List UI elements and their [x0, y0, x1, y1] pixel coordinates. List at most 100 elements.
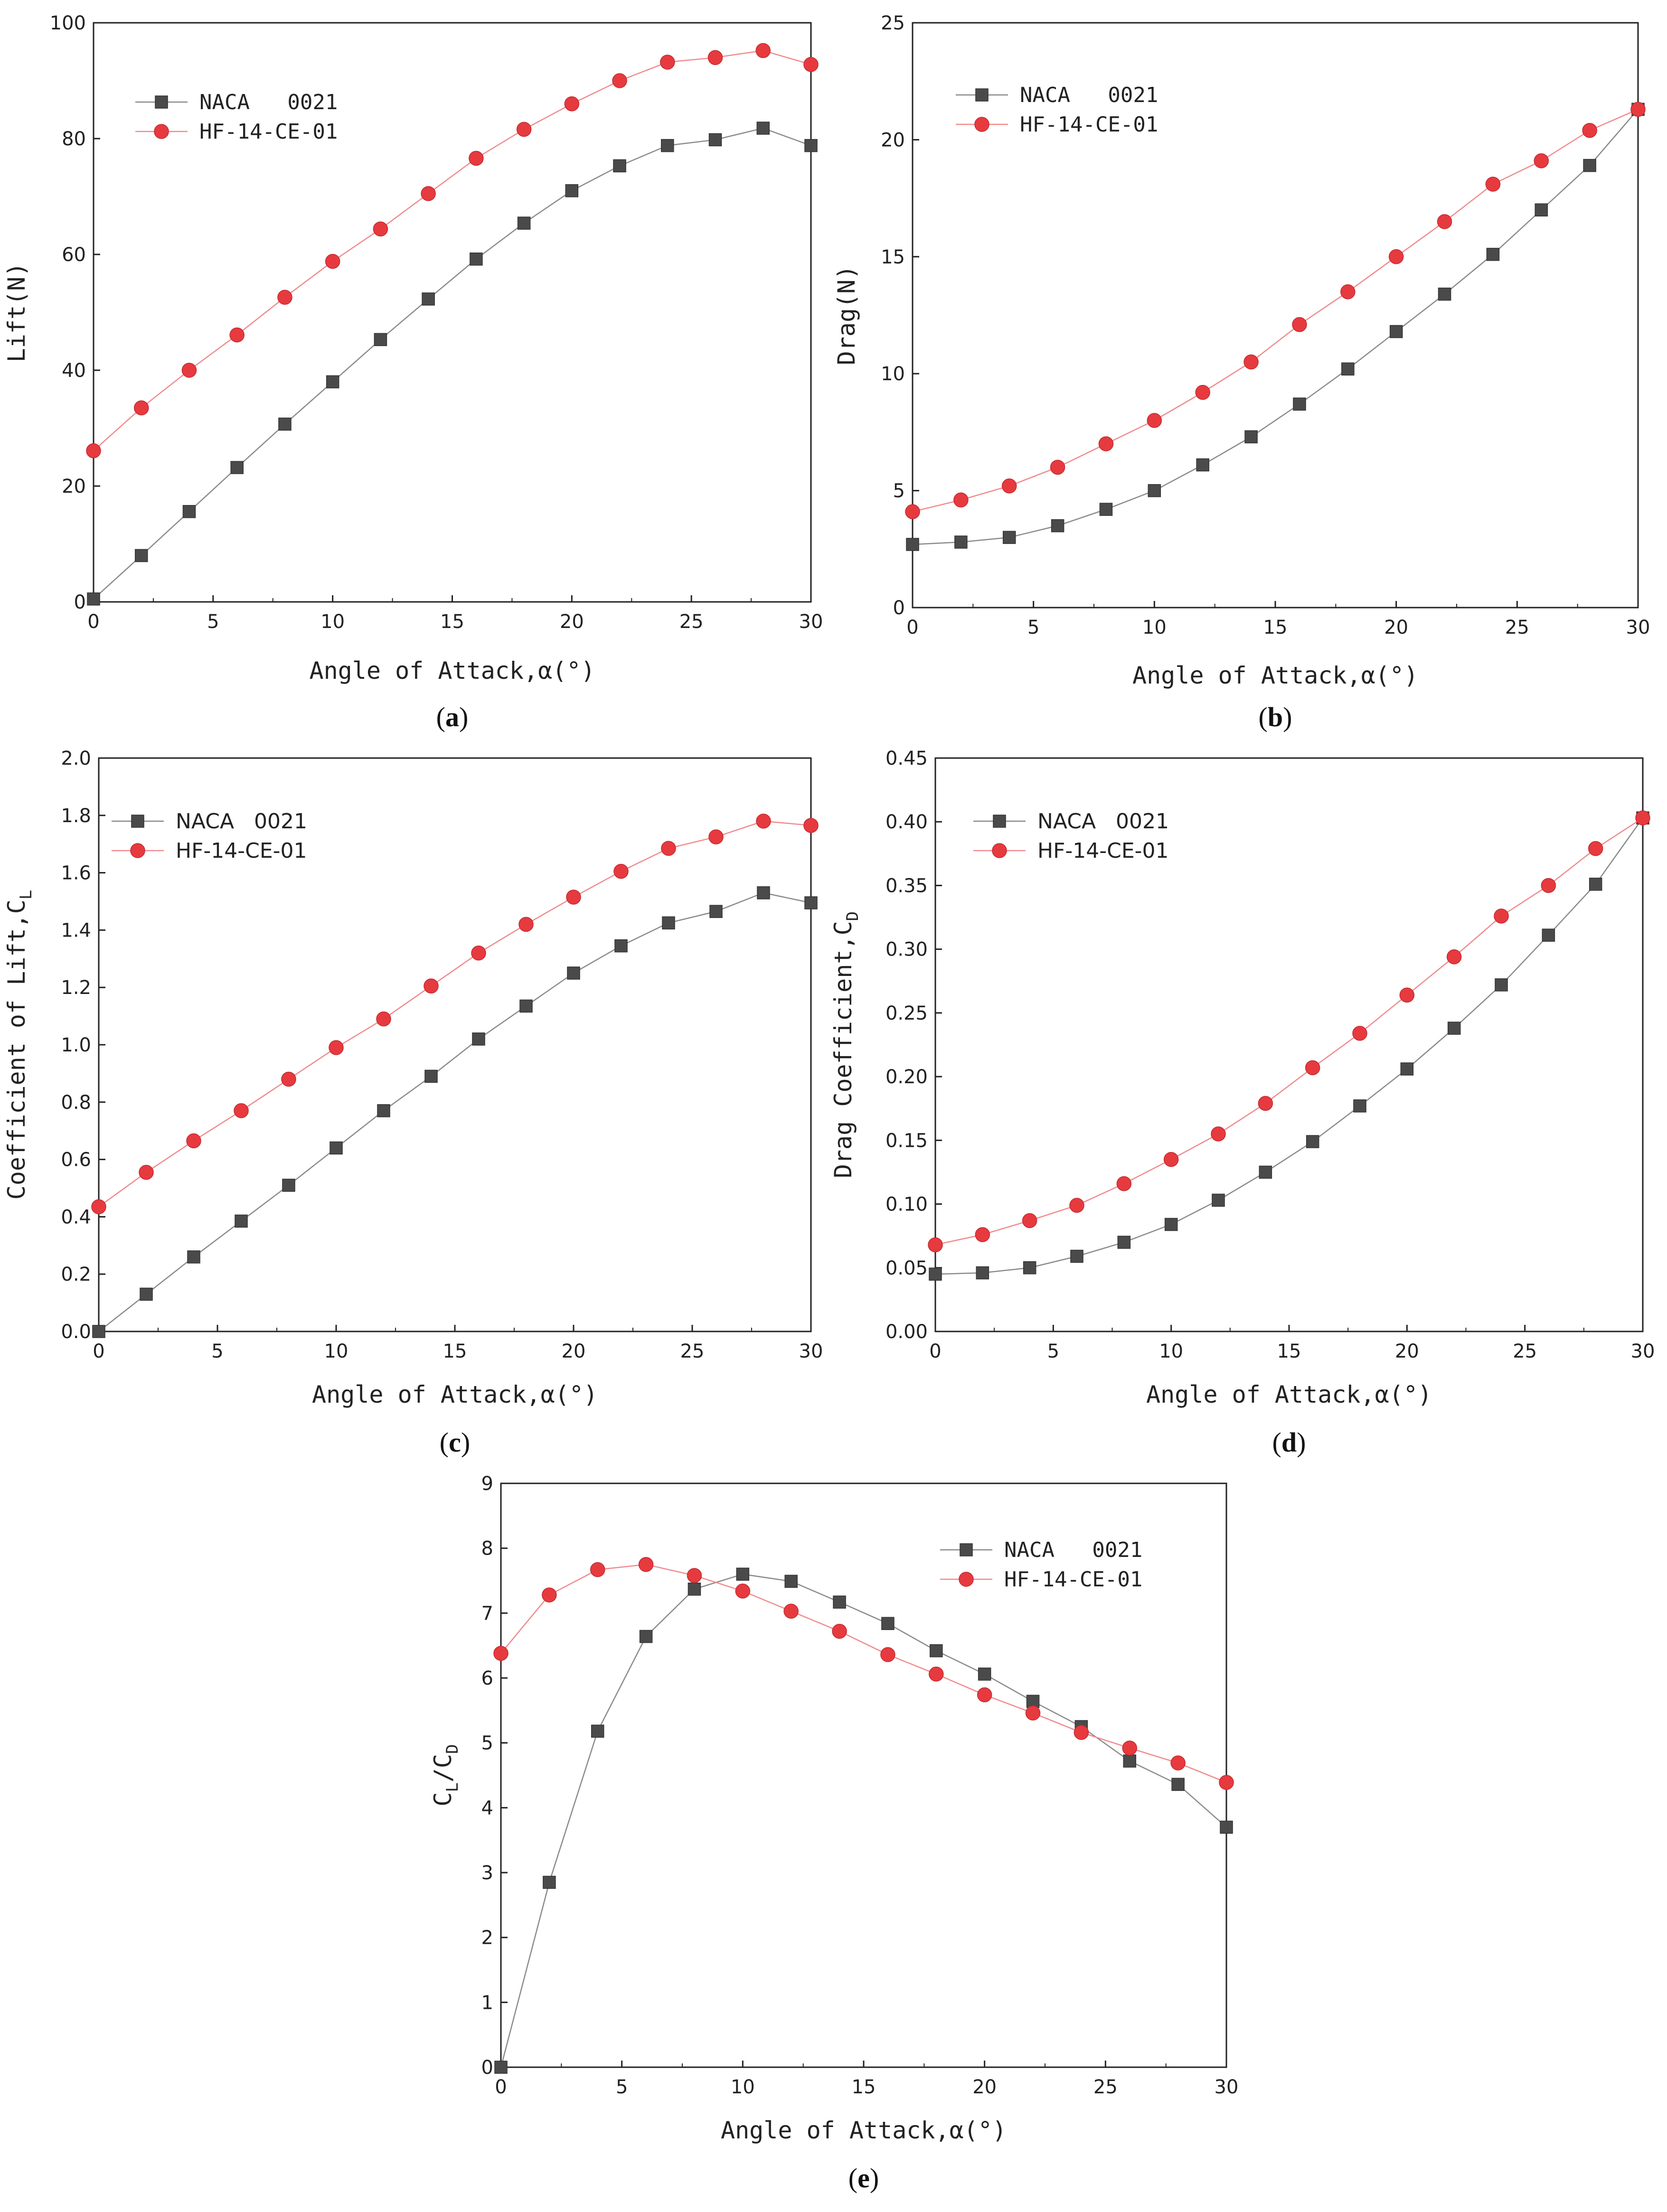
data-point — [1486, 248, 1500, 261]
data-point — [709, 905, 723, 918]
data-point — [1122, 1740, 1138, 1756]
data-point — [1534, 153, 1549, 169]
data-point — [906, 538, 919, 551]
data-point — [1541, 878, 1556, 893]
data-point — [471, 945, 486, 961]
data-point — [565, 184, 579, 197]
data-point — [87, 592, 100, 606]
x-tick-label: 15 — [440, 611, 464, 633]
data-point — [1148, 484, 1161, 497]
legend-marker — [154, 124, 169, 139]
legend: NACA 0021 HF-14-CE-01 — [973, 809, 1169, 863]
data-point — [1352, 1026, 1367, 1041]
data-point — [660, 55, 675, 70]
x-tick-label: 0 — [495, 2076, 507, 2098]
data-point — [612, 73, 627, 88]
data-point — [1123, 1754, 1137, 1768]
x-tick-label: 5 — [207, 611, 219, 633]
data-point — [1438, 287, 1451, 301]
y-axis-title-subscript: D — [843, 911, 862, 921]
x-axis-title: Angle of Attack,α(°) — [721, 2117, 1007, 2144]
legend-marker — [992, 843, 1007, 858]
legend-label: NACA 0021 — [1037, 809, 1169, 834]
legend-label: HF-14-CE-01 — [176, 839, 307, 863]
legend: NACA 0021 HF-14-CE-01 — [112, 809, 307, 863]
series-line — [93, 50, 811, 451]
data-point — [187, 1250, 200, 1264]
data-point — [614, 939, 628, 953]
legend: NACA 0021 HF-14-CE-01 — [940, 1538, 1142, 1592]
y-tick-label: 1.6 — [61, 862, 91, 884]
data-point — [1542, 928, 1555, 942]
y-axis-title: Lift(N) — [3, 262, 30, 363]
data-point — [325, 253, 340, 269]
chart-panel-a: 0 5 10 15 20 25 30 0 20 40 60 80 100 Angle of Attack,… — [3, 12, 823, 732]
data-point — [493, 1646, 509, 1661]
data-point — [567, 966, 580, 980]
data-point — [638, 1557, 654, 1572]
x-tick-label: 20 — [560, 611, 584, 633]
y-tick-label: 2 — [481, 1927, 493, 1949]
x-tick-label: 30 — [1626, 617, 1650, 638]
legend-marker — [974, 117, 989, 132]
x-tick-label: 5 — [1047, 1340, 1059, 1362]
x-tick-label: 25 — [1505, 617, 1529, 638]
y-tick-label: 20 — [881, 129, 905, 151]
data-point — [1026, 1695, 1040, 1708]
data-point — [613, 863, 629, 879]
x-tick-label: 10 — [324, 1340, 348, 1362]
data-point — [518, 917, 534, 932]
data-point — [1212, 1193, 1225, 1207]
data-point — [1437, 214, 1452, 229]
data-point — [376, 1011, 391, 1027]
data-point — [735, 1584, 751, 1599]
data-point — [736, 1567, 750, 1581]
legend: NACA 0021 HF-14-CE-01 — [135, 90, 338, 144]
data-point — [564, 96, 580, 112]
data-point — [1630, 102, 1646, 117]
panel-label-letter: a — [445, 702, 459, 732]
data-point — [1163, 1152, 1179, 1167]
y-tick-label: 40 — [62, 360, 86, 382]
panel-label: (c) — [440, 1427, 470, 1458]
series-line — [98, 892, 811, 1332]
data-point — [1244, 430, 1258, 444]
data-point — [140, 1287, 153, 1301]
x-tick-label: 25 — [1513, 1340, 1537, 1362]
series-line — [500, 1574, 1227, 2068]
data-point — [1447, 1022, 1461, 1035]
data-point — [134, 549, 148, 562]
data-point — [1070, 1249, 1083, 1263]
y-tick-label: 0.6 — [61, 1149, 91, 1171]
x-tick-label: 20 — [972, 2076, 997, 2098]
data-point — [91, 1199, 106, 1215]
legend-marker — [960, 1543, 973, 1556]
legend-marker — [959, 1572, 974, 1587]
data-point — [1293, 397, 1306, 411]
data-point — [929, 1667, 944, 1682]
y-tick-label: 0.2 — [61, 1264, 91, 1285]
data-point — [881, 1617, 895, 1630]
data-point — [707, 50, 723, 65]
x-tick-label: 5 — [211, 1340, 223, 1362]
x-axis-title: Angle of Attack,α(°) — [1132, 662, 1418, 689]
y-tick-label: 0.05 — [885, 1257, 928, 1279]
data-point — [470, 253, 483, 266]
data-point — [139, 1165, 154, 1180]
data-point — [566, 890, 581, 905]
x-tick-label: 15 — [852, 2076, 876, 2098]
data-point — [421, 186, 436, 201]
data-point — [1219, 1775, 1234, 1790]
data-point — [1171, 1778, 1185, 1791]
panel-label-letter: c — [449, 1427, 461, 1458]
y-axis-title-part: D — [443, 1744, 462, 1753]
y-tick-label: 0.30 — [885, 939, 928, 961]
data-point — [708, 829, 724, 844]
legend-marker — [975, 88, 989, 102]
series-line — [935, 817, 1644, 1275]
panel-label-close: ) — [1297, 1427, 1306, 1458]
data-point — [92, 1325, 105, 1338]
y-axis-title-text: Drag(N) — [833, 265, 860, 366]
series-line — [935, 817, 1643, 1246]
data-point — [542, 1587, 557, 1603]
